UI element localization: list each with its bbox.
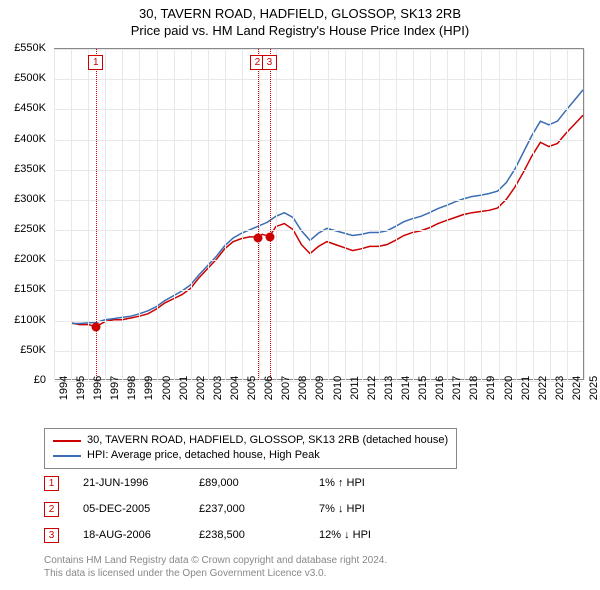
- chart-svg: [54, 49, 583, 380]
- chart-container: 30, TAVERN ROAD, HADFIELD, GLOSSOP, SK13…: [0, 0, 600, 590]
- sales-row-marker: 2: [44, 502, 59, 517]
- y-tick-label: £50K: [20, 344, 46, 356]
- y-tick-label: £500K: [14, 72, 46, 84]
- x-tick-label: 2013: [383, 376, 395, 400]
- sale-dot: [92, 323, 101, 332]
- x-tick-label: 2006: [263, 376, 275, 400]
- y-axis: £0£50K£100K£150K£200K£250K£300K£350K£400…: [0, 48, 50, 380]
- legend-label: HPI: Average price, detached house, High…: [87, 448, 320, 463]
- x-tick-label: 2000: [161, 376, 173, 400]
- y-tick-label: £0: [34, 374, 46, 386]
- x-tick-label: 2019: [485, 376, 497, 400]
- y-tick-label: £150K: [14, 283, 46, 295]
- x-tick-label: 2002: [195, 376, 207, 400]
- sales-diff: 7% ↓ HPI: [319, 503, 439, 515]
- x-tick-label: 2024: [571, 376, 583, 400]
- y-tick-label: £400K: [14, 133, 46, 145]
- title-line-1: 30, TAVERN ROAD, HADFIELD, GLOSSOP, SK13…: [0, 6, 600, 23]
- x-tick-label: 2017: [451, 376, 463, 400]
- y-tick-label: £450K: [14, 102, 46, 114]
- sales-price: £238,500: [199, 529, 319, 541]
- legend-item: 30, TAVERN ROAD, HADFIELD, GLOSSOP, SK13…: [53, 433, 448, 448]
- sales-row: 205-DEC-2005£237,0007% ↓ HPI: [44, 496, 439, 522]
- sales-date: 21-JUN-1996: [59, 477, 199, 489]
- y-tick-label: £350K: [14, 163, 46, 175]
- title-line-2: Price paid vs. HM Land Registry's House …: [0, 23, 600, 40]
- sales-price: £89,000: [199, 477, 319, 489]
- sales-row-marker: 1: [44, 476, 59, 491]
- sales-row-marker: 3: [44, 528, 59, 543]
- x-axis: 1994199519961997199819992000200120022003…: [54, 384, 584, 426]
- x-tick-label: 2010: [332, 376, 344, 400]
- x-tick-label: 1997: [109, 376, 121, 400]
- x-tick-label: 2018: [468, 376, 480, 400]
- legend-swatch: [53, 440, 81, 442]
- sale-vline: [258, 49, 259, 380]
- sale-marker-box: 1: [88, 55, 103, 70]
- y-tick-label: £550K: [14, 42, 46, 54]
- sale-marker-box: 3: [262, 55, 277, 70]
- legend-label: 30, TAVERN ROAD, HADFIELD, GLOSSOP, SK13…: [87, 433, 448, 448]
- x-tick-label: 1995: [75, 376, 87, 400]
- sales-table: 121-JUN-1996£89,0001% ↑ HPI205-DEC-2005£…: [44, 470, 439, 548]
- x-tick-label: 2009: [314, 376, 326, 400]
- title-block: 30, TAVERN ROAD, HADFIELD, GLOSSOP, SK13…: [0, 0, 600, 40]
- x-tick-label: 2020: [503, 376, 515, 400]
- y-tick-label: £300K: [14, 193, 46, 205]
- sale-dot: [265, 233, 274, 242]
- x-tick-label: 1996: [92, 376, 104, 400]
- x-tick-label: 2025: [588, 376, 600, 400]
- x-tick-label: 2007: [280, 376, 292, 400]
- sales-diff: 1% ↑ HPI: [319, 477, 439, 489]
- x-tick-label: 1999: [143, 376, 155, 400]
- x-tick-label: 2015: [417, 376, 429, 400]
- sale-dot: [253, 233, 262, 242]
- plot-area: 123: [54, 48, 584, 380]
- x-tick-label: 2022: [537, 376, 549, 400]
- x-tick-label: 2011: [349, 376, 361, 400]
- x-tick-label: 2003: [212, 376, 224, 400]
- x-tick-label: 1994: [58, 376, 70, 400]
- x-tick-label: 2005: [246, 376, 258, 400]
- sales-date: 05-DEC-2005: [59, 503, 199, 515]
- footnote-line-1: Contains HM Land Registry data © Crown c…: [44, 554, 387, 567]
- x-tick-label: 2004: [229, 376, 241, 400]
- x-tick-label: 1998: [126, 376, 138, 400]
- sale-vline: [270, 49, 271, 380]
- x-tick-label: 2012: [366, 376, 378, 400]
- x-tick-label: 2016: [434, 376, 446, 400]
- sales-row: 318-AUG-2006£238,50012% ↓ HPI: [44, 522, 439, 548]
- legend-swatch: [53, 455, 81, 457]
- sales-price: £237,000: [199, 503, 319, 515]
- x-tick-label: 2014: [400, 376, 412, 400]
- x-tick-label: 2008: [297, 376, 309, 400]
- footnote-line-2: This data is licensed under the Open Gov…: [44, 567, 387, 580]
- y-tick-label: £250K: [14, 223, 46, 235]
- sales-date: 18-AUG-2006: [59, 529, 199, 541]
- y-tick-label: £100K: [14, 314, 46, 326]
- x-tick-label: 2021: [520, 376, 532, 400]
- y-tick-label: £200K: [14, 253, 46, 265]
- x-tick-label: 2023: [554, 376, 566, 400]
- legend: 30, TAVERN ROAD, HADFIELD, GLOSSOP, SK13…: [44, 428, 457, 469]
- x-tick-label: 2001: [178, 376, 190, 400]
- footnote: Contains HM Land Registry data © Crown c…: [44, 554, 387, 580]
- sales-row: 121-JUN-1996£89,0001% ↑ HPI: [44, 470, 439, 496]
- legend-item: HPI: Average price, detached house, High…: [53, 448, 448, 463]
- sales-diff: 12% ↓ HPI: [319, 529, 439, 541]
